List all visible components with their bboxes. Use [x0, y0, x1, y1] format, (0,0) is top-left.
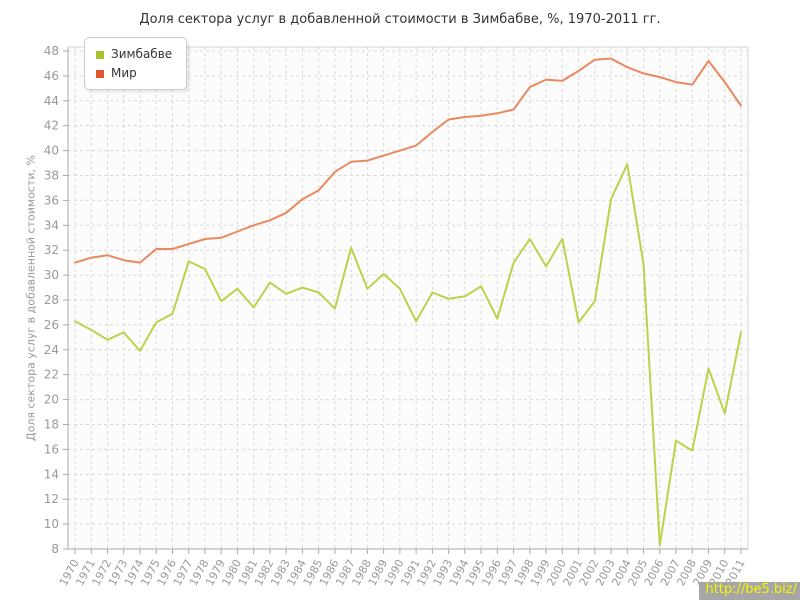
zimbabwe-series-swatch — [96, 50, 104, 59]
y-tick-label: 46 — [44, 69, 59, 83]
legend-label-world: Мир — [111, 66, 137, 80]
y-tick-label: 12 — [44, 492, 59, 506]
y-tick-label: 10 — [44, 517, 59, 531]
series-line-world — [74, 57, 742, 264]
y-tick-label: 48 — [44, 44, 59, 58]
plot-background — [68, 47, 748, 549]
y-tick-label: 8 — [51, 542, 59, 556]
y-tick-label: 34 — [44, 218, 59, 232]
y-tick-label: 44 — [44, 94, 59, 108]
legend-label-zimbabwe: Зимбабве — [111, 47, 173, 61]
y-tick-label: 14 — [44, 467, 59, 481]
y-tick-label: 30 — [44, 268, 59, 282]
watermark-link[interactable]: http://be5.biz/ — [699, 582, 800, 600]
series-line-zimbabwe — [74, 163, 742, 547]
y-tick-label: 16 — [44, 442, 59, 456]
y-tick-label: 18 — [44, 418, 59, 432]
y-tick-label: 40 — [44, 144, 59, 158]
world-series-swatch — [96, 69, 104, 78]
y-tick-label: 28 — [44, 293, 59, 307]
chart-title: Доля сектора услуг в добавленной стоимос… — [139, 12, 661, 27]
y-tick-label: 42 — [44, 119, 59, 133]
y-tick-label: 20 — [44, 393, 59, 407]
y-tick-label: 36 — [44, 193, 59, 207]
y-tick-label: 38 — [44, 169, 59, 183]
legend: Зимбабве Мир — [84, 37, 188, 90]
y-tick-label: 26 — [44, 318, 59, 332]
y-tick-label: 22 — [44, 368, 59, 382]
y-tick-label: 32 — [44, 243, 59, 257]
legend-item-world: Мир — [96, 64, 172, 83]
y-axis-title: Доля сектора услуг в добавленной стоимос… — [24, 155, 38, 441]
y-tick-label: 24 — [44, 343, 59, 357]
legend-item-zimbabwe: Зимбабве — [96, 45, 172, 64]
